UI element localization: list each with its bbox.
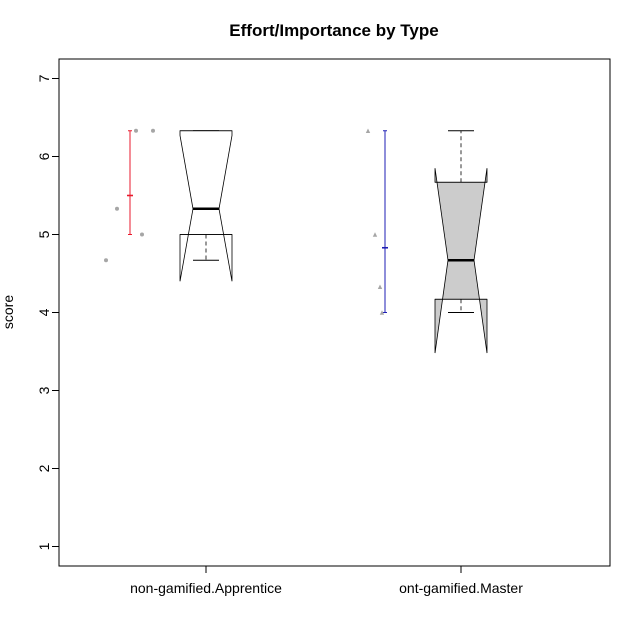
chart-title: Effort/Importance by Type xyxy=(229,21,438,40)
data-point xyxy=(115,206,119,211)
x-axis: non-gamified.Apprentice ont-gamified.Mast… xyxy=(130,566,523,596)
data-point xyxy=(151,128,155,133)
y-tick-label: 2 xyxy=(36,464,52,472)
box-groups xyxy=(104,128,488,354)
data-point xyxy=(104,258,108,263)
y-tick-label: 4 xyxy=(36,308,52,316)
y-tick-label: 3 xyxy=(36,386,52,394)
data-point xyxy=(140,232,144,237)
data-point xyxy=(372,232,378,237)
box-group xyxy=(365,128,488,354)
data-point xyxy=(134,128,138,133)
y-axis-label: score xyxy=(0,295,16,329)
data-point xyxy=(379,310,385,315)
y-tick-label: 7 xyxy=(36,74,52,82)
data-point xyxy=(377,284,383,289)
plot-frame xyxy=(58,58,611,567)
y-axis: 1 2 3 4 5 6 7 xyxy=(36,74,59,550)
x-tick-label: non-gamified.Apprentice xyxy=(130,580,282,596)
x-tick-label: ont-gamified.Master xyxy=(399,580,523,596)
y-tick-label: 5 xyxy=(36,230,52,238)
data-point xyxy=(365,128,371,133)
y-tick-label: 6 xyxy=(36,152,52,160)
box-group xyxy=(104,128,233,282)
y-tick-label: 1 xyxy=(36,542,52,550)
